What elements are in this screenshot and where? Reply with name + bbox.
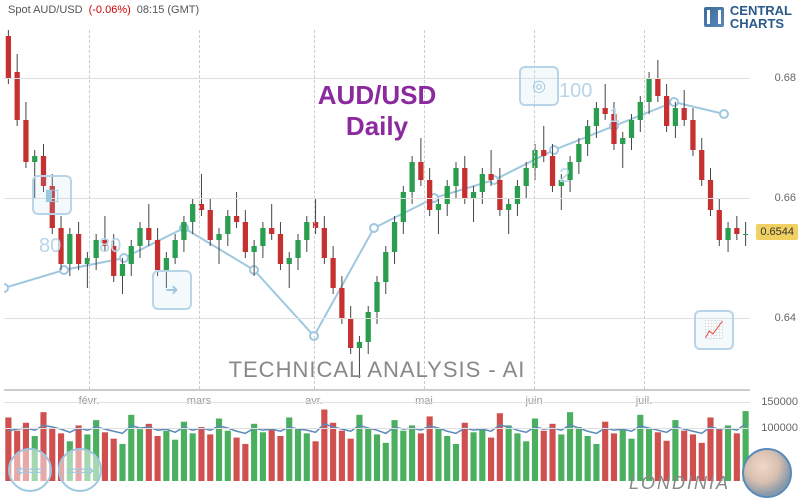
y-axis-label: 0.64 — [775, 312, 796, 324]
watermark-number: 80 — [99, 235, 121, 258]
logo-icon — [704, 7, 724, 27]
y-axis-label: 0.68 — [775, 72, 796, 84]
volume-y-label: 100000 — [761, 422, 798, 434]
title-line1: AUD/USD — [318, 80, 436, 111]
logo-text-bottom: CHARTS — [730, 17, 792, 30]
title-line2: Daily — [318, 111, 436, 142]
watermark-number: 1 — [609, 105, 620, 128]
volume-chart[interactable]: 100000150000 — [4, 390, 750, 480]
y-axis-label: 0.66 — [775, 192, 796, 204]
timestamp: 08:15 (GMT) — [137, 4, 199, 16]
nav-prev-button[interactable]: ⟸ — [8, 448, 52, 492]
instrument-label: Spot AUD/USD — [8, 4, 83, 16]
watermark-number: 100 — [559, 80, 592, 103]
chart-title: AUD/USD Daily — [318, 80, 436, 142]
current-price-flag: 0.6544 — [756, 224, 798, 240]
watermark-chart-icon: 📈 — [694, 310, 734, 350]
price-change: (-0.06%) — [89, 4, 131, 16]
tech-analysis-label: TECHNICAL ANALYSIS - AI — [229, 357, 526, 383]
watermark-number: 80 — [39, 235, 61, 258]
volume-chart-svg — [4, 391, 750, 481]
nav-next-button[interactable]: ⟹ — [58, 448, 102, 492]
brand-logo: CENTRAL CHARTS — [704, 4, 792, 30]
watermark-target-icon: ◎ — [519, 66, 559, 106]
assistant-avatar[interactable] — [742, 448, 792, 498]
watermark-arrow-icon: ➜ — [152, 270, 192, 310]
price-chart[interactable]: AUD/USD Daily TECHNICAL ANALYSIS - AI ◧ … — [4, 30, 750, 390]
volume-y-label: 150000 — [761, 396, 798, 408]
footer-brand: LONDINIA — [629, 473, 730, 494]
watermark-icon: ◧ — [32, 175, 72, 215]
watermark-number: 2 — [559, 165, 570, 188]
